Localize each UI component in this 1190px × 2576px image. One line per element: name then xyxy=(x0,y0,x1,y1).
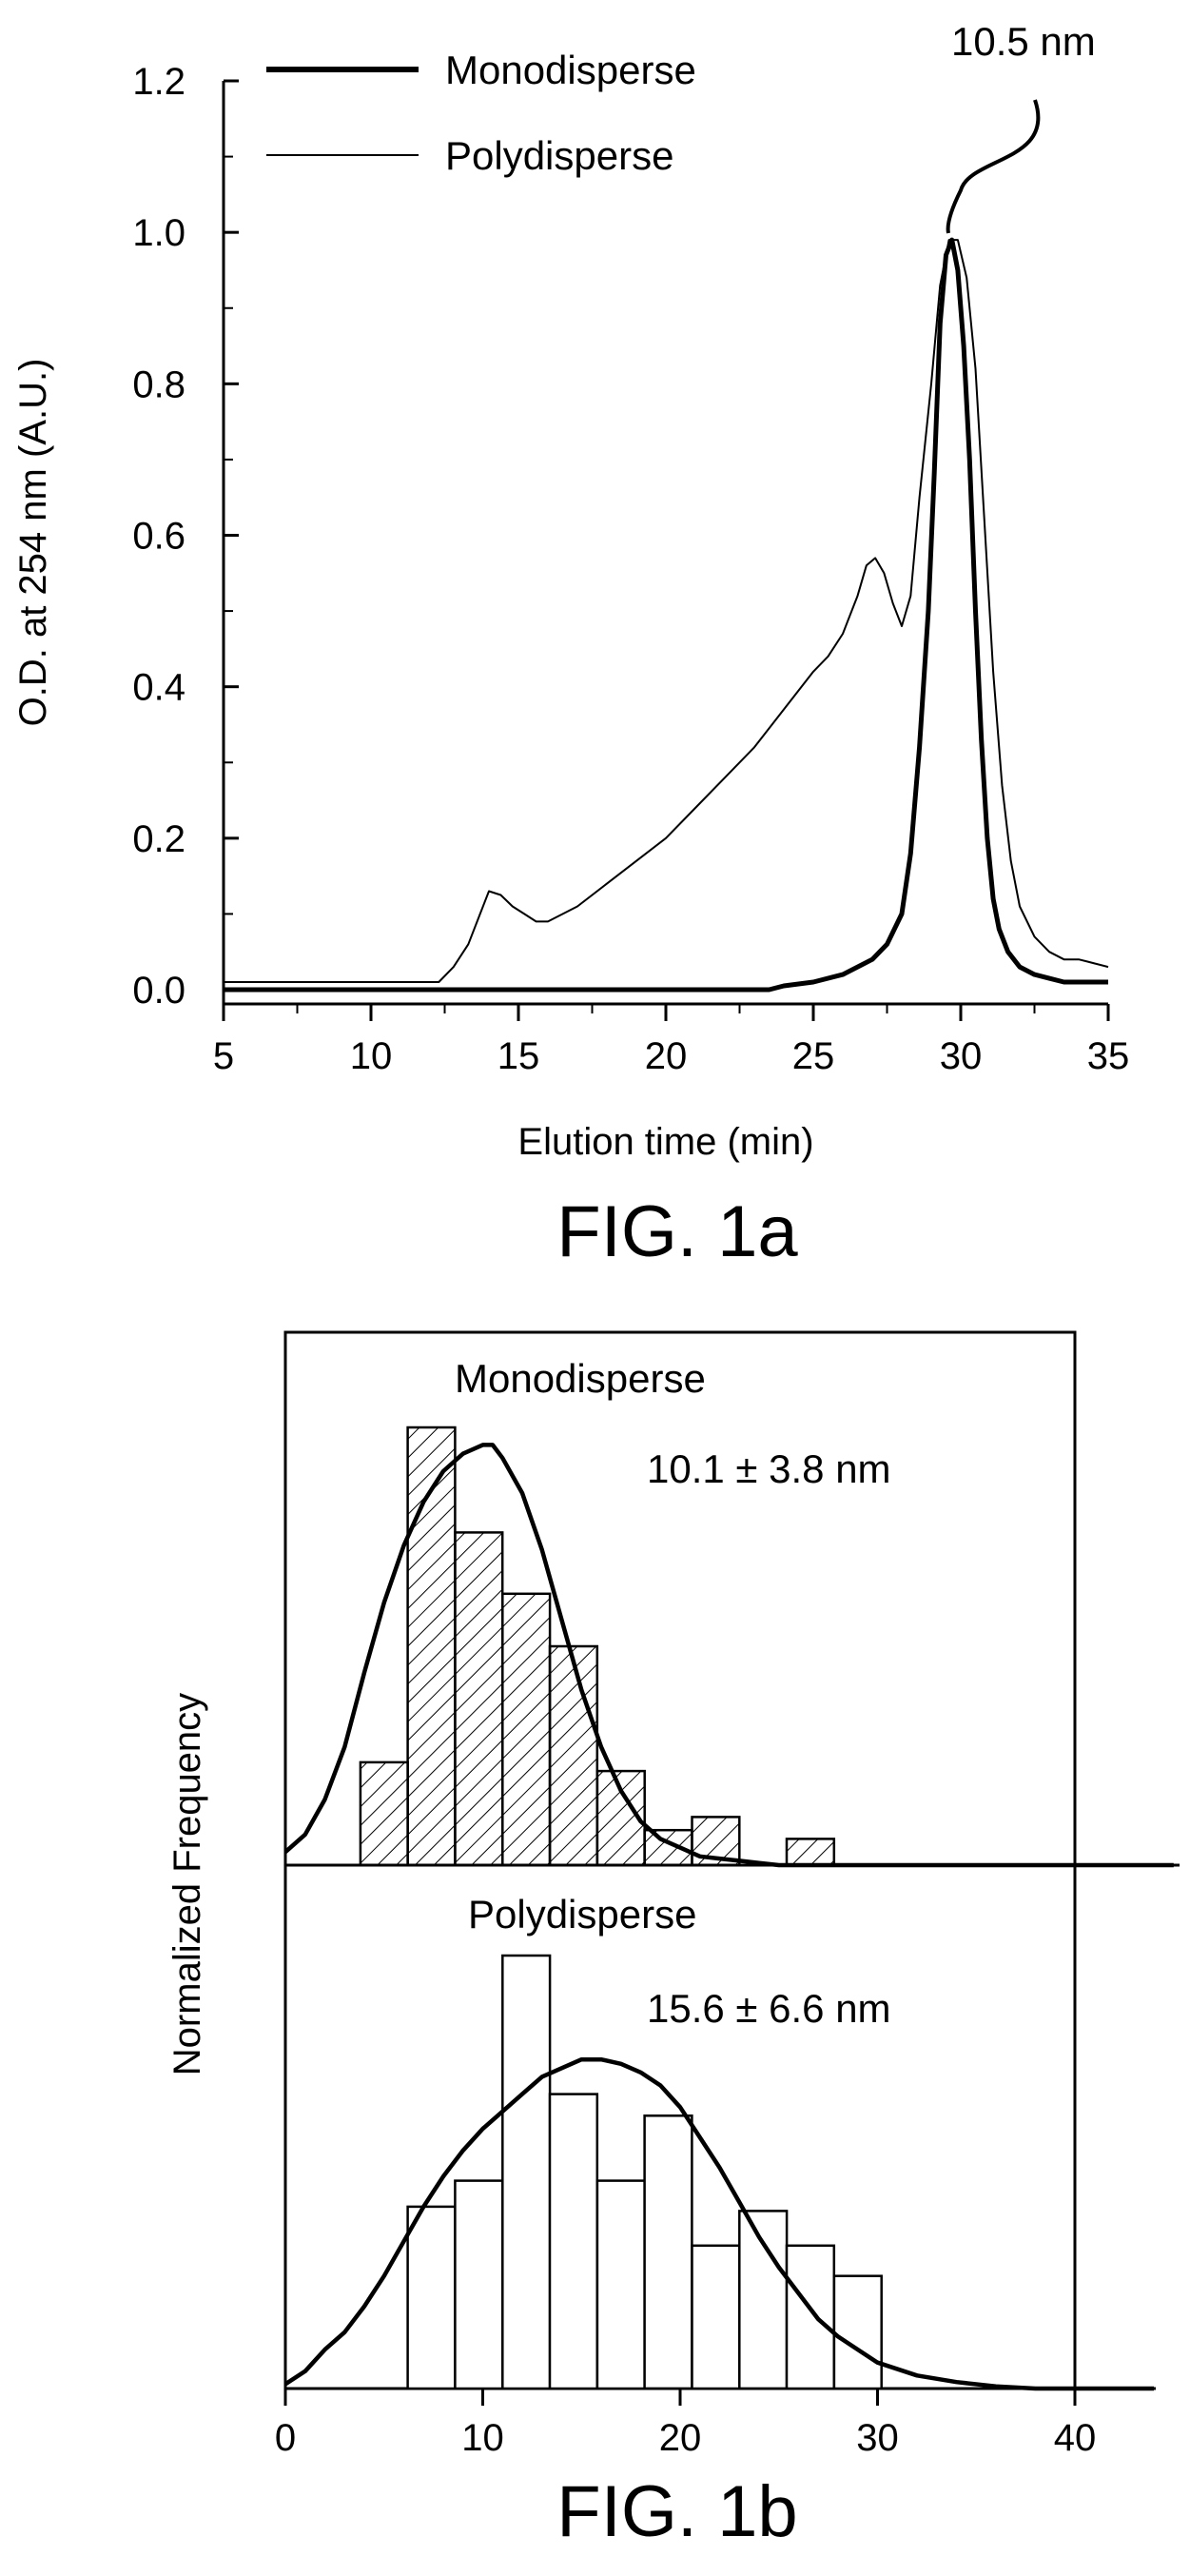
x-tick-label: 5 xyxy=(213,1035,234,1077)
y-tick-label: 0.6 xyxy=(132,516,185,558)
fig-1b-caption: FIG. 1b xyxy=(556,2471,797,2552)
fig-1a-annotation-leader xyxy=(948,100,1039,233)
fig-1a-series xyxy=(224,240,1108,990)
x-tick-label: 25 xyxy=(792,1035,835,1077)
histogram-bar xyxy=(597,2181,645,2389)
histogram-bar xyxy=(502,1594,550,1865)
histogram-bar xyxy=(787,2246,834,2389)
fig-1a-chart: 0.0 0.2 0.4 0.6 0.8 1.0 1.2 5 10 15 20 25 30 35 Mono… xyxy=(12,19,1129,1272)
x-tick-label: 20 xyxy=(645,1035,688,1077)
x-tick-label: 40 xyxy=(1054,2417,1097,2459)
legend-label-polydisperse: Polydisperse xyxy=(445,133,673,178)
series-line-monodisperse xyxy=(224,240,1108,990)
y-tick-label: 0.8 xyxy=(132,364,185,405)
fig-1b-bottom-panel-title: Polydisperse xyxy=(468,1892,696,1937)
fig-1b-chart: 0 10 20 30 40 Monodisperse 10.1 ± 3.8 nm Pol… xyxy=(166,1332,1180,2552)
fig-1a-legend: Monodisperse Polydisperse xyxy=(266,48,696,178)
fig-1b-x-ticks: 0 10 20 30 40 xyxy=(275,2389,1096,2459)
fig-1a-x-ticks: 5 10 15 20 25 30 35 xyxy=(213,1004,1129,1077)
fig-1a-x-axis-label: Elution time (min) xyxy=(517,1121,813,1163)
histogram-bar xyxy=(502,1956,550,2389)
x-tick-label: 30 xyxy=(856,2417,899,2459)
legend-label-monodisperse: Monodisperse xyxy=(445,48,696,92)
y-tick-label: 0.0 xyxy=(132,970,185,1012)
histogram-bar xyxy=(455,2181,502,2389)
histogram-bar xyxy=(834,2276,882,2389)
x-tick-label: 0 xyxy=(275,2417,296,2459)
fig-1b-y-axis-label: Normalized Frequency xyxy=(166,1693,208,2075)
x-tick-label: 10 xyxy=(350,1035,393,1077)
fig-1a-y-axis-label: O.D. at 254 nm (A.U.) xyxy=(12,359,54,727)
y-tick-label: 1.2 xyxy=(132,61,185,103)
y-tick-label: 0.4 xyxy=(132,667,185,709)
fig-1a-peak-annotation: 10.5 nm xyxy=(951,19,1096,64)
histogram-bar xyxy=(550,2094,597,2389)
fig-1a-caption: FIG. 1a xyxy=(556,1191,798,1272)
fig-1b-top-panel-title: Monodisperse xyxy=(455,1356,706,1401)
histogram-bar xyxy=(739,2211,787,2389)
y-tick-label: 1.0 xyxy=(132,212,185,254)
histogram-bar xyxy=(361,1762,408,1865)
histogram-bar xyxy=(693,2246,740,2389)
histogram-bar xyxy=(787,1839,834,1865)
x-tick-label: 15 xyxy=(497,1035,540,1077)
x-tick-label: 20 xyxy=(659,2417,702,2459)
y-tick-label: 0.2 xyxy=(132,818,185,860)
histogram-bar xyxy=(645,2115,693,2389)
x-tick-label: 10 xyxy=(461,2417,504,2459)
x-tick-label: 35 xyxy=(1087,1035,1130,1077)
histogram-bar xyxy=(455,1532,502,1865)
fig-1b-top-panel-annotation: 10.1 ± 3.8 nm xyxy=(647,1446,891,1491)
fig-1b-bottom-panel-annotation: 15.6 ± 6.6 nm xyxy=(647,1986,891,2031)
histogram-bar xyxy=(408,2207,456,2389)
histogram-bar xyxy=(550,1646,597,1865)
x-tick-label: 30 xyxy=(940,1035,983,1077)
